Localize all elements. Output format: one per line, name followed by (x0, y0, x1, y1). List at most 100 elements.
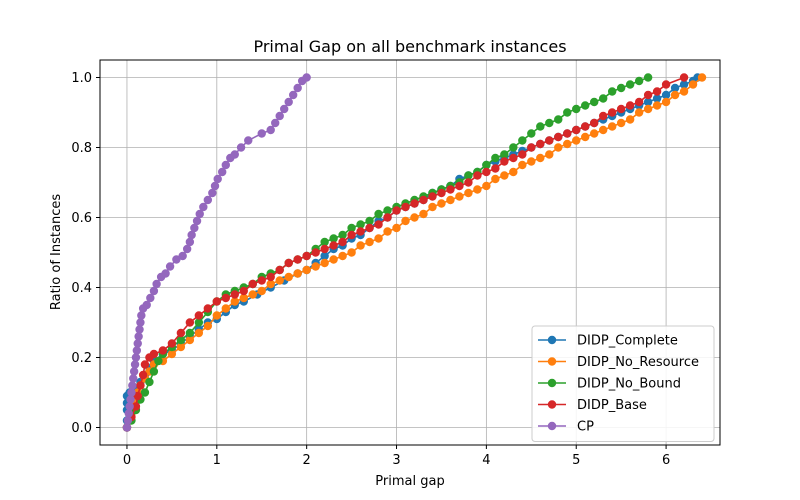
data-point (221, 293, 230, 303)
data-point (194, 311, 204, 320)
data-point (212, 297, 222, 306)
data-point (464, 171, 473, 180)
data-point (473, 171, 482, 180)
data-point (365, 216, 374, 226)
data-point (545, 136, 554, 145)
chart-title: Primal Gap on all benchmark instances (253, 37, 566, 56)
data-point (643, 73, 653, 82)
data-point (129, 367, 139, 376)
data-point (491, 153, 500, 163)
data-point (625, 101, 635, 110)
data-point (133, 339, 142, 348)
data-point (392, 223, 401, 233)
data-point (590, 118, 599, 128)
data-point (140, 388, 150, 397)
data-point (266, 125, 275, 135)
data-point (248, 290, 257, 299)
x-tick-label: 2 (303, 453, 311, 468)
data-point (130, 360, 140, 369)
data-point (125, 402, 134, 411)
data-point (419, 195, 428, 205)
data-point (129, 374, 138, 383)
series-didp-base (122, 73, 689, 432)
data-point (536, 139, 545, 149)
data-point (131, 402, 141, 411)
data-point (590, 97, 599, 107)
legend-box (531, 325, 715, 442)
legend-label: DIDP_Complete (577, 334, 678, 349)
data-point (616, 83, 626, 93)
data-point (185, 318, 195, 327)
data-point (149, 349, 159, 359)
y-tick-label: 0.0 (71, 421, 92, 436)
data-point (165, 262, 175, 271)
data-point (257, 286, 266, 296)
data-point (127, 388, 136, 397)
data-point (661, 97, 671, 107)
data-point (679, 73, 689, 82)
y-axis-label: Ratio of Instances (49, 194, 64, 310)
data-point (598, 94, 608, 103)
data-point (652, 87, 662, 96)
legend-item: CP (538, 420, 594, 435)
data-point (581, 101, 590, 110)
data-point (625, 115, 635, 124)
data-point (221, 160, 230, 170)
data-point (437, 188, 446, 198)
x-axis-label: Primal gap (375, 474, 444, 489)
x-tick-label: 3 (392, 453, 400, 468)
data-point (213, 174, 222, 184)
data-point (284, 97, 293, 107)
data-point (154, 356, 163, 366)
legend-item: DIDP_No_Bound (538, 377, 681, 392)
legend-label: CP (577, 420, 594, 435)
data-point (536, 153, 545, 163)
data-point (482, 167, 491, 177)
data-point (284, 258, 293, 268)
data-point (356, 227, 365, 236)
data-point (554, 132, 563, 142)
data-point (518, 160, 527, 170)
data-point (679, 87, 689, 96)
data-point (581, 122, 590, 131)
data-point (347, 248, 356, 257)
data-point (140, 360, 150, 369)
legend-label: DIDP_Base (577, 398, 647, 413)
data-point (275, 111, 284, 121)
x-tick-label: 4 (482, 453, 490, 468)
data-point (661, 80, 671, 89)
data-point (172, 255, 181, 264)
data-point (554, 115, 563, 124)
data-point (464, 188, 473, 198)
data-point (455, 181, 464, 191)
series-layer (122, 73, 707, 432)
data-point (554, 143, 563, 152)
x-tick-label: 0 (123, 453, 131, 468)
legend-label: DIDP_No_Resource (577, 355, 699, 370)
data-point (383, 227, 392, 236)
data-point (203, 195, 213, 205)
data-point (257, 129, 266, 138)
data-point (374, 209, 383, 219)
data-point (320, 244, 329, 254)
data-point (194, 328, 204, 338)
data-point (347, 223, 356, 233)
data-point (212, 311, 222, 320)
data-point (500, 150, 509, 159)
data-point (607, 108, 617, 117)
data-point (401, 202, 410, 212)
data-point (266, 272, 275, 282)
data-point (266, 279, 275, 289)
data-point (158, 346, 168, 355)
data-point (302, 265, 311, 275)
data-point (126, 395, 135, 404)
data-point (607, 87, 617, 96)
data-point (464, 178, 473, 187)
data-point (356, 220, 365, 229)
x-tick-label: 1 (213, 453, 221, 468)
data-point (311, 262, 320, 271)
data-point (132, 346, 142, 355)
legend-marker (547, 378, 557, 388)
data-point (572, 125, 581, 135)
data-point (320, 251, 329, 261)
